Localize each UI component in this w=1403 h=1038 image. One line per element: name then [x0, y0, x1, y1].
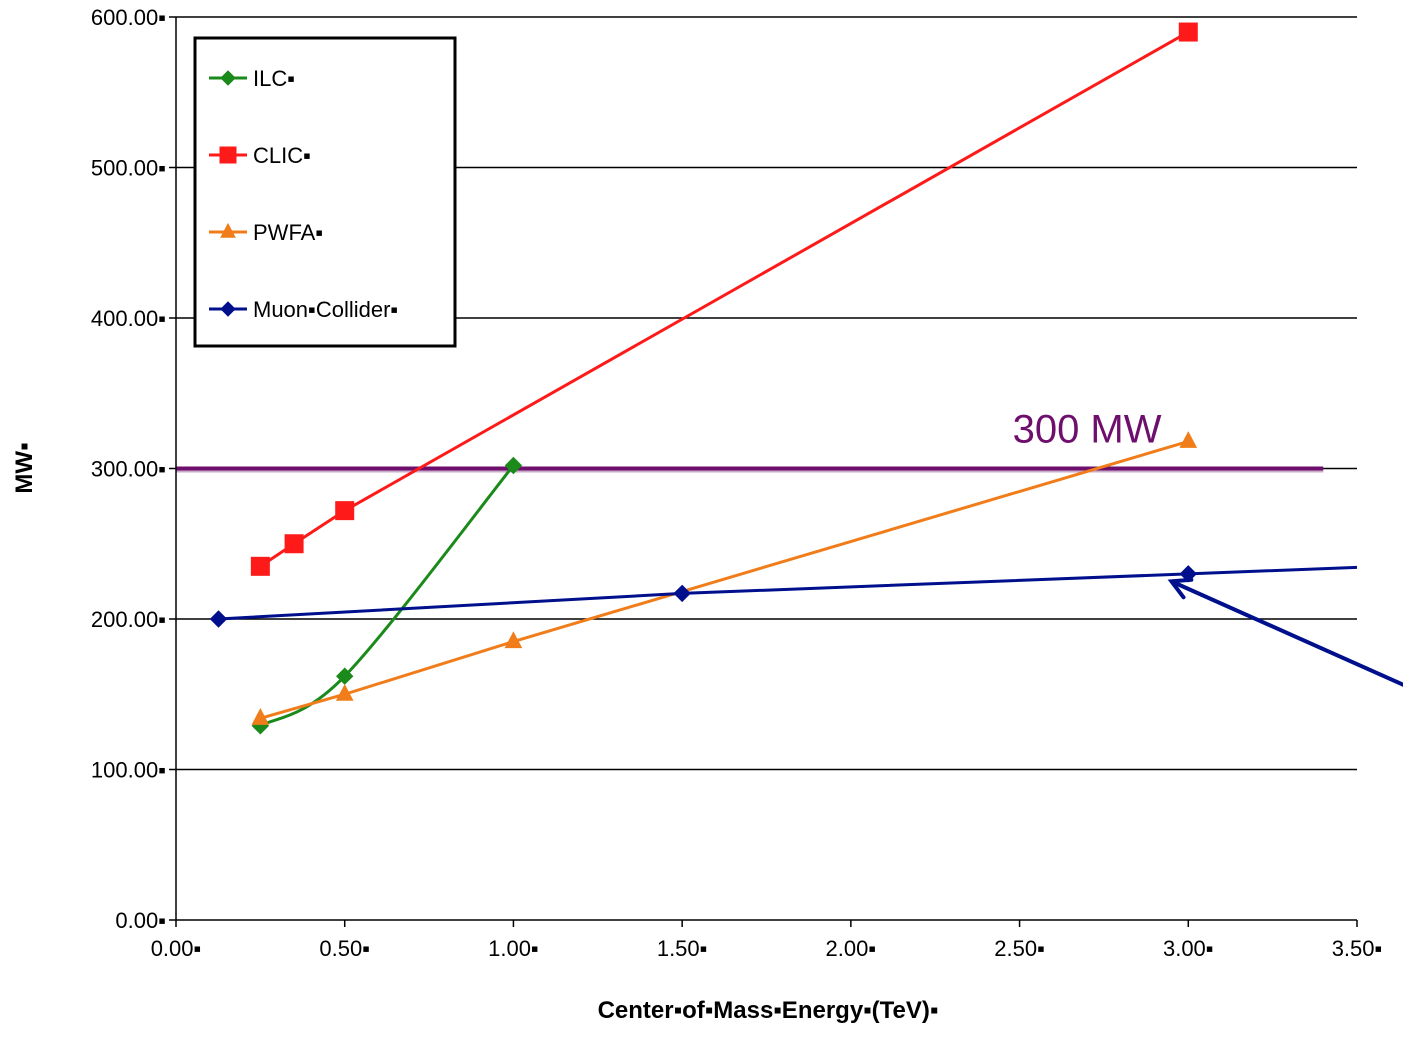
annotation-arrow-shaft: [1170, 579, 1403, 687]
y-axis-title: MW▪: [11, 442, 38, 493]
series-point-ilc: [504, 456, 523, 475]
y-tick-label: 600.00▪: [91, 5, 166, 30]
legend-swatch-marker: [220, 70, 236, 86]
x-tick-label: 0.00▪: [151, 936, 202, 961]
series-point-muon-collider: [209, 610, 228, 628]
series-point-clic: [284, 534, 304, 554]
y-tick-label: 300.00▪: [91, 457, 166, 482]
y-tick-label: 500.00▪: [91, 156, 166, 181]
legend-swatch-marker: [220, 301, 236, 317]
x-tick-label: 1.00▪: [488, 936, 539, 961]
legend-swatch-marker: [220, 222, 236, 238]
annotation-group: [1167, 577, 1403, 687]
series-point-clic: [335, 501, 355, 521]
x-tick-label: 3.00▪: [1163, 936, 1214, 961]
legend-entry-label: PWFA▪: [253, 220, 323, 245]
y-tick-label: 0.00▪: [115, 908, 166, 933]
series-point-pwfa: [1179, 431, 1198, 448]
y-tick-label: 100.00▪: [91, 758, 166, 783]
series-point-clic: [250, 556, 270, 576]
x-tick-label: 1.50▪: [657, 936, 708, 961]
legend-entry-label: CLIC▪: [253, 143, 311, 168]
x-axis-title: Center▪of▪Mass▪Energy▪(TeV)▪: [598, 997, 939, 1024]
reference-line-label: 300 MW: [1013, 408, 1162, 452]
series-line-clic: [259, 30, 1190, 568]
series-point-clic: [1178, 22, 1198, 42]
reference-line-group: 300 MW: [176, 408, 1324, 473]
series-line-pwfa: [259, 439, 1189, 720]
series-point-pwfa: [251, 708, 270, 725]
x-tick-label: 0.50▪: [319, 936, 370, 961]
x-tick-label: 2.00▪: [826, 936, 877, 961]
x-tick-label: 2.50▪: [994, 936, 1045, 961]
series-line-ilc: [259, 464, 515, 728]
legend-entry-label: ILC▪: [253, 66, 295, 91]
x-tick-label: 3.50▪: [1332, 936, 1383, 961]
series-point-pwfa: [504, 631, 523, 649]
series-group: [209, 22, 1358, 735]
axes: 0.00▪ 100.00▪ 200.00▪ 300.00▪ 400.00▪ 500.00▪…: [91, 5, 1382, 961]
legend-entry-label: Muon▪Collider▪: [253, 297, 398, 322]
legend-swatch-marker: [219, 146, 237, 164]
y-tick-label: 400.00▪: [91, 306, 166, 331]
y-tick-label: 200.00▪: [91, 607, 166, 632]
series-line-muon-collider: [218, 565, 1358, 621]
legend-box: [193, 36, 457, 348]
series-point-muon-collider: [673, 584, 691, 603]
series-point-pwfa: [335, 683, 354, 701]
legend: ILC▪ CLIC▪ PWFA▪ Muon▪Collider▪: [193, 36, 457, 348]
annotation-arrow-head: [1167, 577, 1194, 600]
